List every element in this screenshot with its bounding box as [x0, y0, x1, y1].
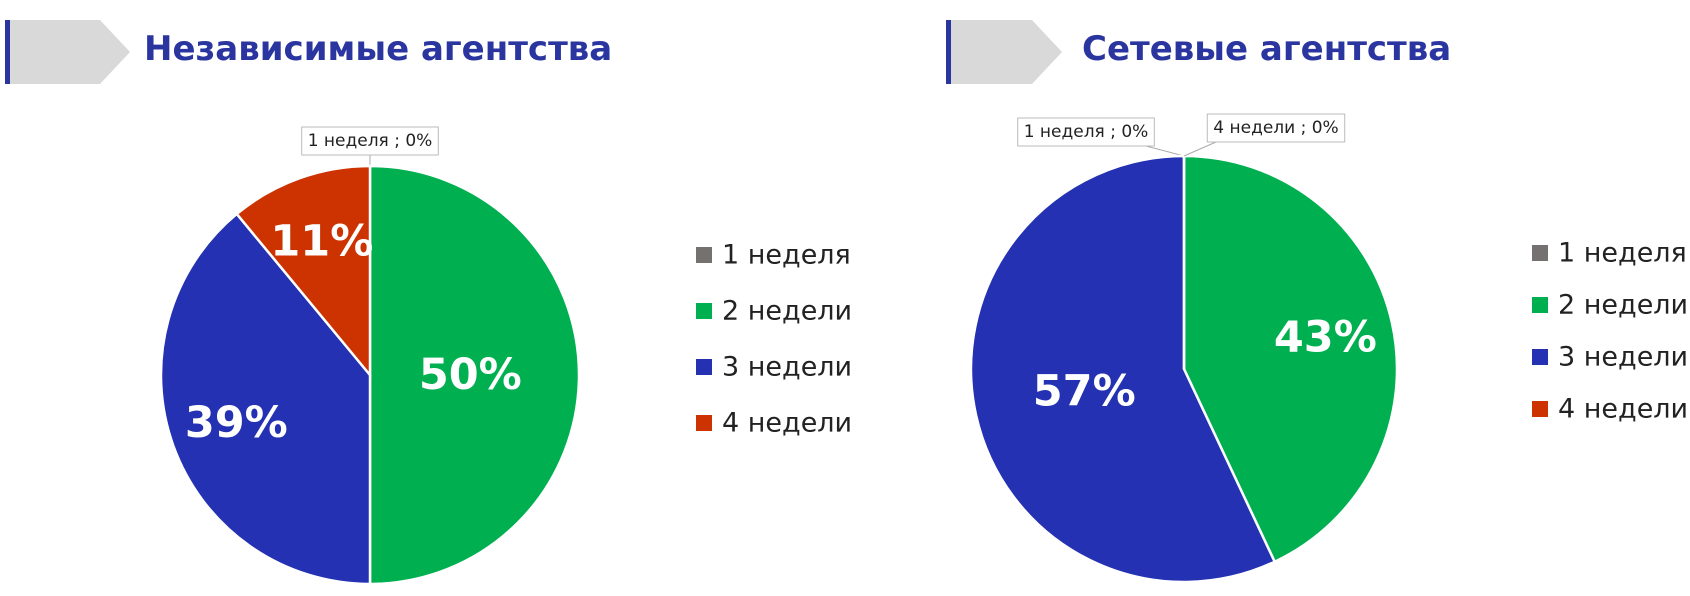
- pie-slice: [368, 164, 581, 586]
- pie-slice: [1182, 154, 1399, 564]
- callout-label: 1 неделя ; 0%: [308, 131, 433, 151]
- pie-slice: [235, 164, 372, 379]
- legend-swatch: [1532, 297, 1548, 313]
- banner-bar: [5, 20, 10, 84]
- legend-label: 4 недели: [722, 408, 852, 439]
- callout-label: 1 неделя ; 0%: [1024, 122, 1149, 142]
- legend-swatch: [696, 359, 712, 375]
- data-label: 50%: [419, 350, 522, 400]
- legend-swatch: [1532, 401, 1548, 417]
- legend-label: 3 недели: [1558, 342, 1688, 373]
- banner-bar: [946, 20, 951, 84]
- callout-box: [301, 126, 439, 156]
- banner: [951, 20, 1062, 84]
- legend-label: 2 недели: [722, 296, 852, 327]
- callout-line: [1183, 141, 1217, 157]
- banner: [10, 20, 130, 84]
- data-label: 11%: [270, 216, 373, 266]
- pie-slice: [969, 154, 1277, 584]
- data-label: 39%: [185, 398, 288, 448]
- legend-swatch: [1532, 349, 1548, 365]
- data-label: 57%: [1033, 366, 1136, 416]
- legend-label: 1 неделя: [1558, 238, 1687, 269]
- callout-line: [1145, 145, 1185, 157]
- legend-label: 1 неделя: [722, 240, 851, 271]
- callout-box: [1206, 113, 1346, 143]
- pie-slice: [159, 212, 372, 586]
- legend-label: 4 недели: [1558, 394, 1688, 425]
- callout-box: [1017, 117, 1155, 147]
- legend-label: 2 недели: [1558, 290, 1688, 321]
- callout-label: 4 недели ; 0%: [1213, 118, 1338, 138]
- chart-title: Независимые агентства: [144, 29, 612, 69]
- legend-swatch: [696, 303, 712, 319]
- data-label: 43%: [1274, 312, 1377, 362]
- legend-swatch: [696, 415, 712, 431]
- legend-swatch: [696, 247, 712, 263]
- legend-swatch: [1532, 245, 1548, 261]
- legend-label: 3 недели: [722, 352, 852, 383]
- chart-title: Сетевые агентства: [1082, 29, 1451, 69]
